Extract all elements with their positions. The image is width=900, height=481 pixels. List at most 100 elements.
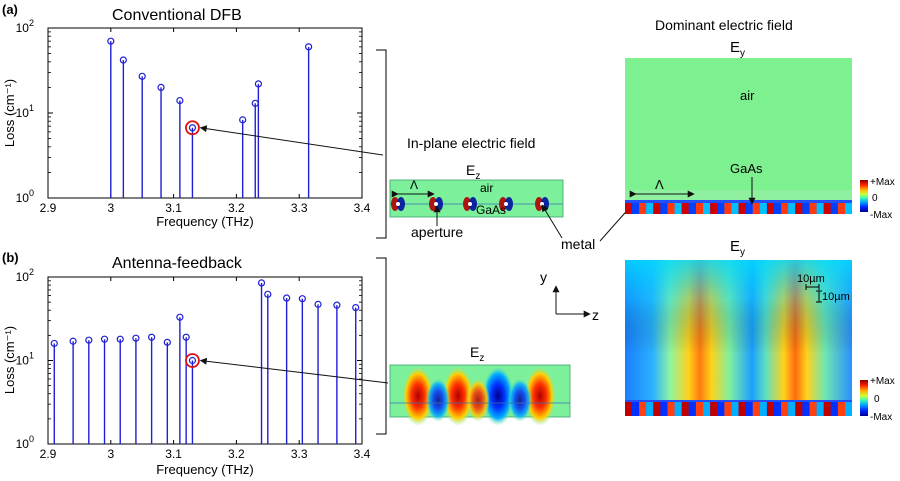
ticks-a: 2.9 3 3.1 3.2 3.3 3.4 100 101 102 [16, 18, 371, 215]
x-tick-label: 3.1 [165, 201, 182, 215]
highlight-circle [185, 120, 200, 136]
inplane-title: In-plane electric field [407, 135, 535, 151]
data-point [188, 124, 197, 132]
coordinate-axes: y z [540, 269, 599, 323]
scale-label-vertical: 10µm [822, 291, 850, 303]
data-point [264, 290, 272, 298]
chart-title-b: Antenna-feedback [112, 255, 243, 272]
x-tick-label: 2.9 [40, 447, 57, 461]
bracket-a [376, 49, 387, 239]
panel-label-b: (b) [2, 250, 19, 265]
x-tick-label: 3 [107, 201, 114, 215]
field-map-ez-b [389, 364, 571, 426]
data-point [188, 356, 197, 365]
x-axis-label-a: Frequency (THz) [156, 214, 254, 229]
field-map-ey-b [625, 260, 852, 416]
data-point [257, 279, 266, 287]
data-point [314, 300, 322, 308]
stems-a [107, 37, 313, 198]
panel-label-a: (a) [2, 2, 18, 17]
data-point [69, 337, 77, 345]
x-tick-label: 3.2 [228, 447, 245, 461]
stems-b [50, 279, 360, 444]
data-point [254, 80, 262, 88]
x-tick-label: 3.4 [354, 447, 371, 461]
ez-label-b: Ez [470, 344, 484, 364]
air-label-big: air [740, 88, 755, 103]
y-tick-label: 101 [16, 103, 34, 120]
metal-label: metal [561, 236, 595, 252]
scale-bar-vertical [816, 290, 822, 303]
data-point [176, 313, 184, 321]
y-tick-label: 101 [16, 351, 34, 368]
lambda-label-small: Λ [410, 178, 418, 192]
colorbar-a [860, 180, 868, 212]
data-point [100, 335, 109, 343]
data-point [182, 333, 190, 341]
colorbar-b-zero: 0 [874, 394, 880, 405]
pointer-arrow-a [199, 125, 384, 156]
plot-frame-a [47, 27, 363, 199]
x-tick-label: 3.1 [165, 447, 182, 461]
metal-arrow-left [541, 204, 563, 239]
chart-antenna-feedback: (b) Antenna-feedback 2.9 3 3.1 3.2 3.3 3.4 100… [2, 250, 371, 477]
colorbar-b-min: -Max [870, 412, 892, 423]
gaas-label-small: GaAs [476, 203, 506, 217]
data-point [305, 43, 313, 51]
data-point [176, 96, 184, 105]
dominant-title: Dominant electric field [655, 17, 793, 33]
pointer-arrow-b [199, 357, 389, 384]
data-point [283, 294, 291, 302]
x-tick-label: 3.4 [354, 201, 371, 215]
y-tick-label: 100 [16, 188, 34, 205]
colorbar-a-zero: 0 [872, 193, 878, 204]
ez-label-a: Ez [466, 162, 480, 182]
colorbar-a-min: -Max [870, 210, 892, 221]
y-tick-label: 102 [16, 267, 34, 284]
gaas-label-big: GaAs [730, 161, 763, 176]
x-tick-label: 3 [107, 447, 114, 461]
x-tick-label: 3.2 [228, 201, 245, 215]
data-point [163, 338, 171, 346]
colorbar-a-max: +Max [870, 177, 895, 188]
field-map-ez-a [389, 179, 564, 218]
data-point [119, 56, 127, 64]
colorbar-b-max: +Max [870, 376, 895, 387]
scale-label-horizontal: 10µm [797, 273, 825, 285]
data-point [333, 301, 341, 309]
axis-z-label: z [592, 307, 599, 323]
data-point [148, 333, 156, 341]
data-point [239, 116, 247, 124]
plot-frame-b [47, 276, 363, 445]
y-axis-label-b: Loss (cm⁻¹) [2, 326, 17, 394]
bracket-b [376, 257, 387, 435]
highlight-circle [185, 353, 200, 368]
chart-title-a: Conventional DFB [112, 7, 242, 24]
x-axis-label-b: Frequency (THz) [156, 462, 254, 477]
colorbar-b [860, 380, 868, 416]
ticks-b: 2.9 3 3.1 3.2 3.3 3.4 100 101 102 [16, 267, 371, 461]
ey-label-a: Ey [730, 39, 745, 59]
data-point [352, 304, 360, 312]
data-point [107, 37, 115, 45]
data-point [298, 295, 306, 303]
data-point [138, 72, 146, 80]
air-label-small: air [480, 181, 493, 195]
x-tick-label: 2.9 [40, 201, 57, 215]
y-axis-label-a: Loss (cm⁻¹) [2, 79, 17, 147]
data-point [132, 334, 140, 342]
aperture-label: aperture [411, 224, 463, 240]
lambda-label-big: Λ [655, 177, 664, 192]
y-tick-label: 102 [16, 18, 34, 35]
data-point [116, 335, 124, 343]
data-point [85, 336, 93, 344]
ey-label-b: Ey [730, 238, 745, 258]
data-point [157, 83, 165, 92]
axis-y-label: y [540, 269, 547, 285]
y-tick-label: 100 [16, 434, 34, 451]
x-tick-label: 3.3 [291, 201, 308, 215]
chart-conventional-dfb: (a) Conventional DFB 2.9 3 3.1 3.2 3.3 3.4 100… [2, 2, 371, 229]
scale-bar-horizontal [805, 284, 820, 290]
data-point [50, 339, 58, 348]
